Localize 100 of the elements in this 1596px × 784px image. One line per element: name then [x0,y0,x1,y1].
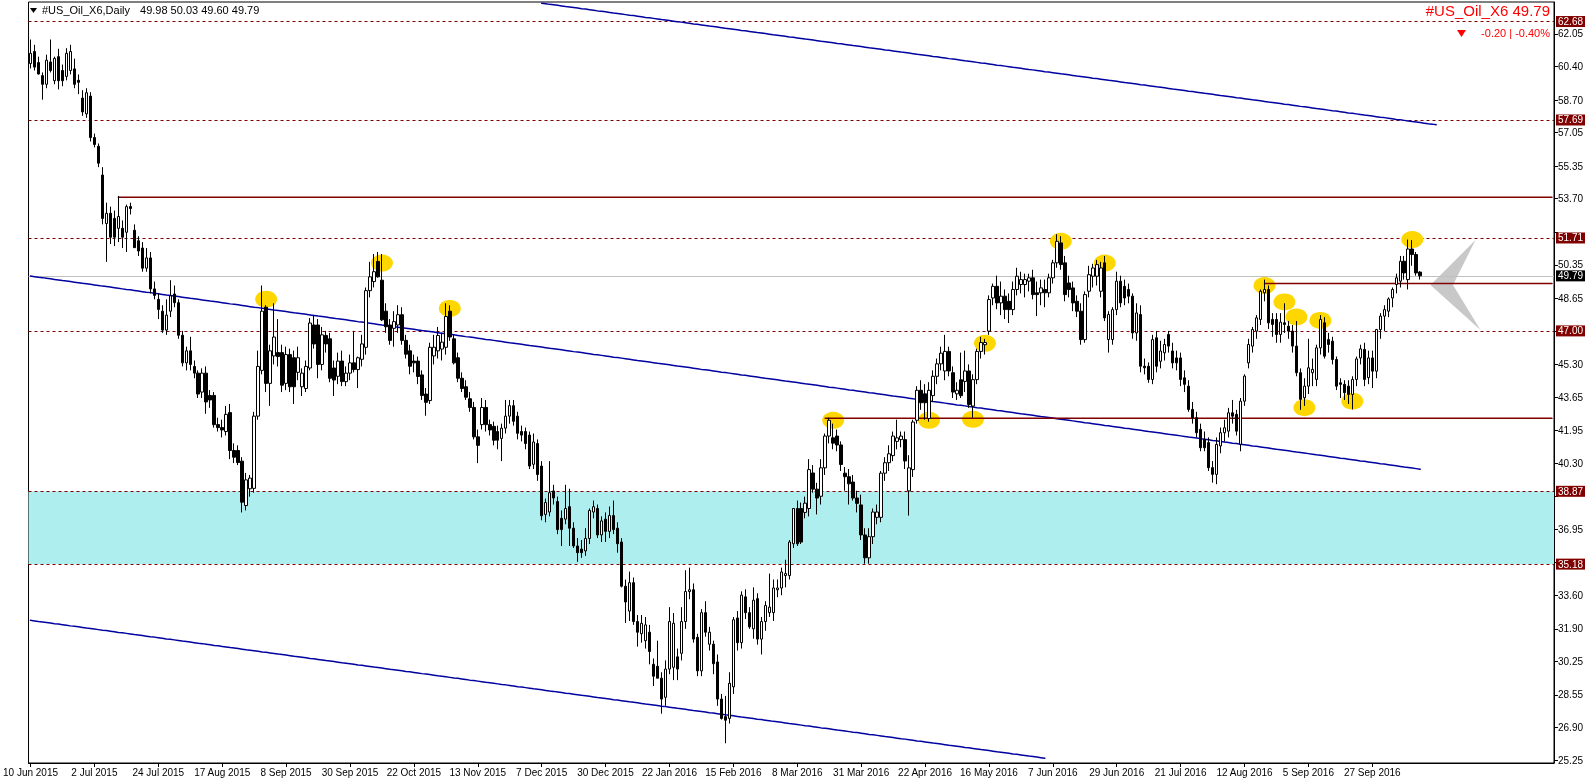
candlestick [169,279,172,318]
candlestick [1323,316,1326,360]
candlestick [740,590,743,650]
point [255,290,278,308]
candlestick [1151,334,1154,385]
y-tick-label: 40.30 [1558,457,1584,469]
candlestick [983,338,987,356]
candlestick [923,383,927,421]
ref-line-label: 57.69 [1558,114,1584,126]
x-tick-label: 30 Dec 2015 [577,766,635,778]
candlestick [157,292,160,320]
x-tick-label: 29 Jun 2016 [1089,766,1145,778]
ref-line-label: 49.79 [1558,270,1584,282]
line-series [29,619,1046,760]
x-tick-label: 16 May 2016 [960,766,1019,778]
x-tick-label: 2 Jul 2015 [71,766,118,778]
y-tick-label: 30.25 [1558,655,1584,667]
y-tick-label: 41.95 [1558,425,1584,437]
candlestick [1275,312,1278,344]
point [961,410,984,428]
candlestick [316,318,320,379]
x-tick-label: 5 Sep 2016 [1282,766,1335,778]
x-tick-label: 22 Apr 2016 [898,766,953,778]
y-tick-label: 28.55 [1558,689,1584,701]
candlestick [528,431,531,470]
candlestick [57,48,60,90]
y-tick-label: 43.65 [1558,391,1584,403]
point [1273,293,1296,311]
x-tick-label: 12 Aug 2016 [1216,766,1274,778]
x-tick-label: 24 Jul 2015 [132,766,185,778]
y-tick-label: 55.35 [1558,160,1584,172]
candlestick [1343,379,1346,401]
candlestick [596,504,599,539]
candlestick [436,326,440,360]
ref-line-label: 38.87 [1558,485,1584,497]
y-tick-label: 50.35 [1558,259,1584,271]
ref-line-label: 47.00 [1558,325,1584,337]
candlestick [1139,304,1142,373]
candlestick [1347,379,1350,405]
candlestick [1406,239,1410,290]
candlestick [204,365,208,415]
candlestick [796,500,799,547]
y-tick-label: 45.30 [1558,358,1584,370]
candlestick [568,488,571,547]
candlestick [212,391,216,429]
candlestick [628,571,631,622]
x-tick-label: 8 Mar 2016 [771,766,823,778]
ref-line-label: 35.18 [1558,558,1584,570]
candlestick [604,511,607,543]
y-tick-label: 60.40 [1558,61,1584,73]
candlestick [1363,342,1366,387]
y-tick-label: 36.95 [1558,523,1584,535]
y-tick-label: 58.70 [1558,94,1584,106]
candlestick [492,421,496,446]
candlestick [1023,273,1027,298]
candlestick [292,350,296,405]
candlestick [165,298,168,336]
candlestick [284,346,288,391]
ref-line-label: 51.71 [1558,232,1584,244]
candlestick [1171,342,1174,369]
chart-subtitle: 49.98 50.03 49.60 49.79 [140,3,260,16]
candlestick [943,334,947,381]
y-tick-label: 57.05 [1558,127,1584,139]
x-tick-label: 7 Jun 2016 [1028,766,1079,778]
candlestick [484,399,488,433]
x-tick-label: 10 Jun 2015 [2,766,59,778]
candlestick [81,89,84,117]
candlestick [125,204,128,253]
candlestick [1019,271,1023,294]
y-tick-label: 53.70 [1558,193,1584,205]
y-tick-label: 62.05 [1558,28,1584,40]
candlestick [228,403,232,460]
candlestick [97,142,100,168]
y-tick-label: 31.90 [1558,623,1584,635]
candlestick [847,468,851,506]
candlestick [807,458,811,517]
point [1285,308,1308,326]
x-tick-label: 13 Nov 2015 [449,766,507,778]
annotation: -0.20 | -0.40% [1481,26,1551,39]
candlestick [189,336,192,371]
candlestick [959,352,963,399]
x-tick-label: 27 Sep 2016 [1343,766,1402,778]
candlestick [480,397,484,431]
y-tick-label: 25.25 [1558,754,1584,766]
x-tick-label: 21 Jul 2016 [1154,766,1207,778]
candlestick [1123,279,1126,306]
chart-title: #US_Oil_X6,Daily [42,3,131,16]
x-tick-label: 31 Mar 2016 [833,766,890,778]
point [1401,231,1424,249]
x-tick-label: 22 Oct 2015 [386,766,442,778]
y-tick-label: 26.90 [1558,721,1584,733]
x-tick-label: 7 Dec 2015 [516,766,568,778]
y-tick-label: 33.60 [1558,589,1584,601]
x-tick-label: 8 Sep 2015 [260,766,313,778]
ref-line-label: 62.68 [1558,16,1584,28]
annotation: #US_Oil_X6 49.79 [1425,2,1550,19]
y-tick-label: 48.65 [1558,292,1584,304]
x-tick-label: 22 Jan 2016 [641,766,698,778]
x-tick-label: 17 Aug 2015 [194,766,251,778]
x-tick-label: 30 Sep 2015 [321,766,379,778]
